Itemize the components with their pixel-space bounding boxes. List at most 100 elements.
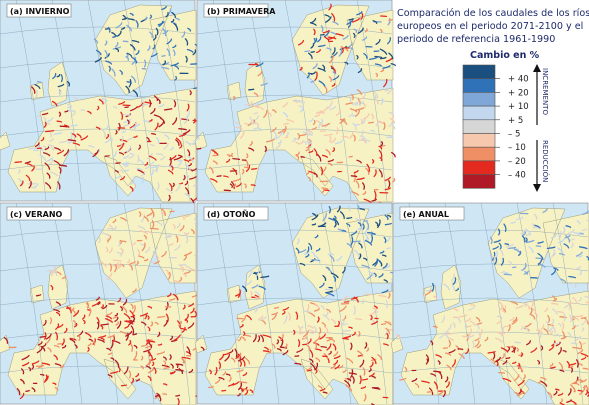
river (357, 68, 363, 74)
river (232, 157, 241, 161)
river (71, 309, 76, 315)
panel-label-box (203, 3, 269, 18)
river (153, 95, 159, 102)
river (221, 389, 227, 392)
river (152, 246, 159, 253)
river (101, 97, 108, 102)
river (185, 187, 190, 195)
river (414, 382, 420, 389)
river (39, 154, 46, 161)
river (249, 116, 253, 125)
river (130, 261, 136, 265)
river (170, 371, 176, 375)
river (516, 391, 524, 397)
river (390, 278, 394, 284)
river (141, 321, 147, 326)
river (348, 95, 352, 103)
river (121, 306, 128, 314)
river (185, 55, 188, 63)
panel-label: (c) VERANO (10, 210, 63, 219)
river (98, 335, 107, 339)
river (88, 307, 92, 317)
river (132, 122, 137, 131)
river (348, 42, 353, 48)
river (91, 301, 100, 307)
river (47, 144, 55, 148)
river (557, 311, 564, 314)
river (114, 359, 120, 368)
river (471, 340, 475, 349)
graticule (284, 0, 316, 202)
river (37, 341, 43, 346)
river (292, 137, 297, 143)
river (36, 347, 43, 354)
river (153, 260, 160, 265)
river (332, 71, 337, 75)
river (58, 90, 62, 97)
river (61, 275, 66, 279)
river (321, 154, 328, 158)
river (72, 142, 81, 146)
river (137, 155, 140, 163)
river (169, 157, 172, 167)
river (522, 231, 527, 236)
river (363, 52, 368, 59)
graticule (15, 0, 47, 202)
river (358, 253, 362, 260)
river (175, 235, 179, 243)
river (558, 252, 565, 256)
river (173, 100, 177, 108)
river (47, 347, 52, 353)
river (435, 354, 442, 359)
river (313, 28, 316, 36)
river (100, 325, 104, 330)
river (252, 334, 257, 343)
river (179, 265, 185, 271)
river (295, 153, 300, 161)
river (181, 356, 191, 360)
panel-label: (d) OTOÑO (207, 209, 256, 219)
river (175, 137, 182, 145)
river (570, 238, 575, 241)
river (28, 367, 32, 372)
river (184, 163, 191, 171)
river (121, 130, 126, 134)
river (555, 388, 560, 391)
river (69, 124, 78, 127)
river (518, 362, 521, 369)
river (496, 317, 503, 325)
river (351, 191, 360, 196)
river (126, 145, 132, 153)
river (375, 221, 379, 227)
river (49, 158, 54, 165)
river (320, 345, 327, 349)
river (537, 252, 544, 260)
river (73, 309, 80, 317)
river (255, 296, 261, 300)
river (368, 311, 376, 317)
river (238, 381, 248, 384)
river (375, 72, 379, 78)
river (218, 361, 222, 370)
river (325, 16, 332, 23)
river (316, 120, 323, 126)
river (40, 373, 45, 376)
river (360, 386, 367, 389)
river (54, 363, 62, 367)
river (538, 329, 543, 335)
river (353, 305, 356, 315)
river (129, 152, 135, 157)
river (175, 139, 180, 147)
river (468, 305, 476, 311)
river (548, 345, 555, 351)
river (184, 318, 189, 323)
river (376, 120, 383, 123)
river (136, 260, 139, 266)
river (318, 222, 327, 228)
river (568, 275, 576, 279)
river (100, 304, 105, 309)
river (147, 326, 151, 332)
river (353, 249, 360, 258)
river (348, 18, 354, 21)
river (452, 307, 459, 312)
